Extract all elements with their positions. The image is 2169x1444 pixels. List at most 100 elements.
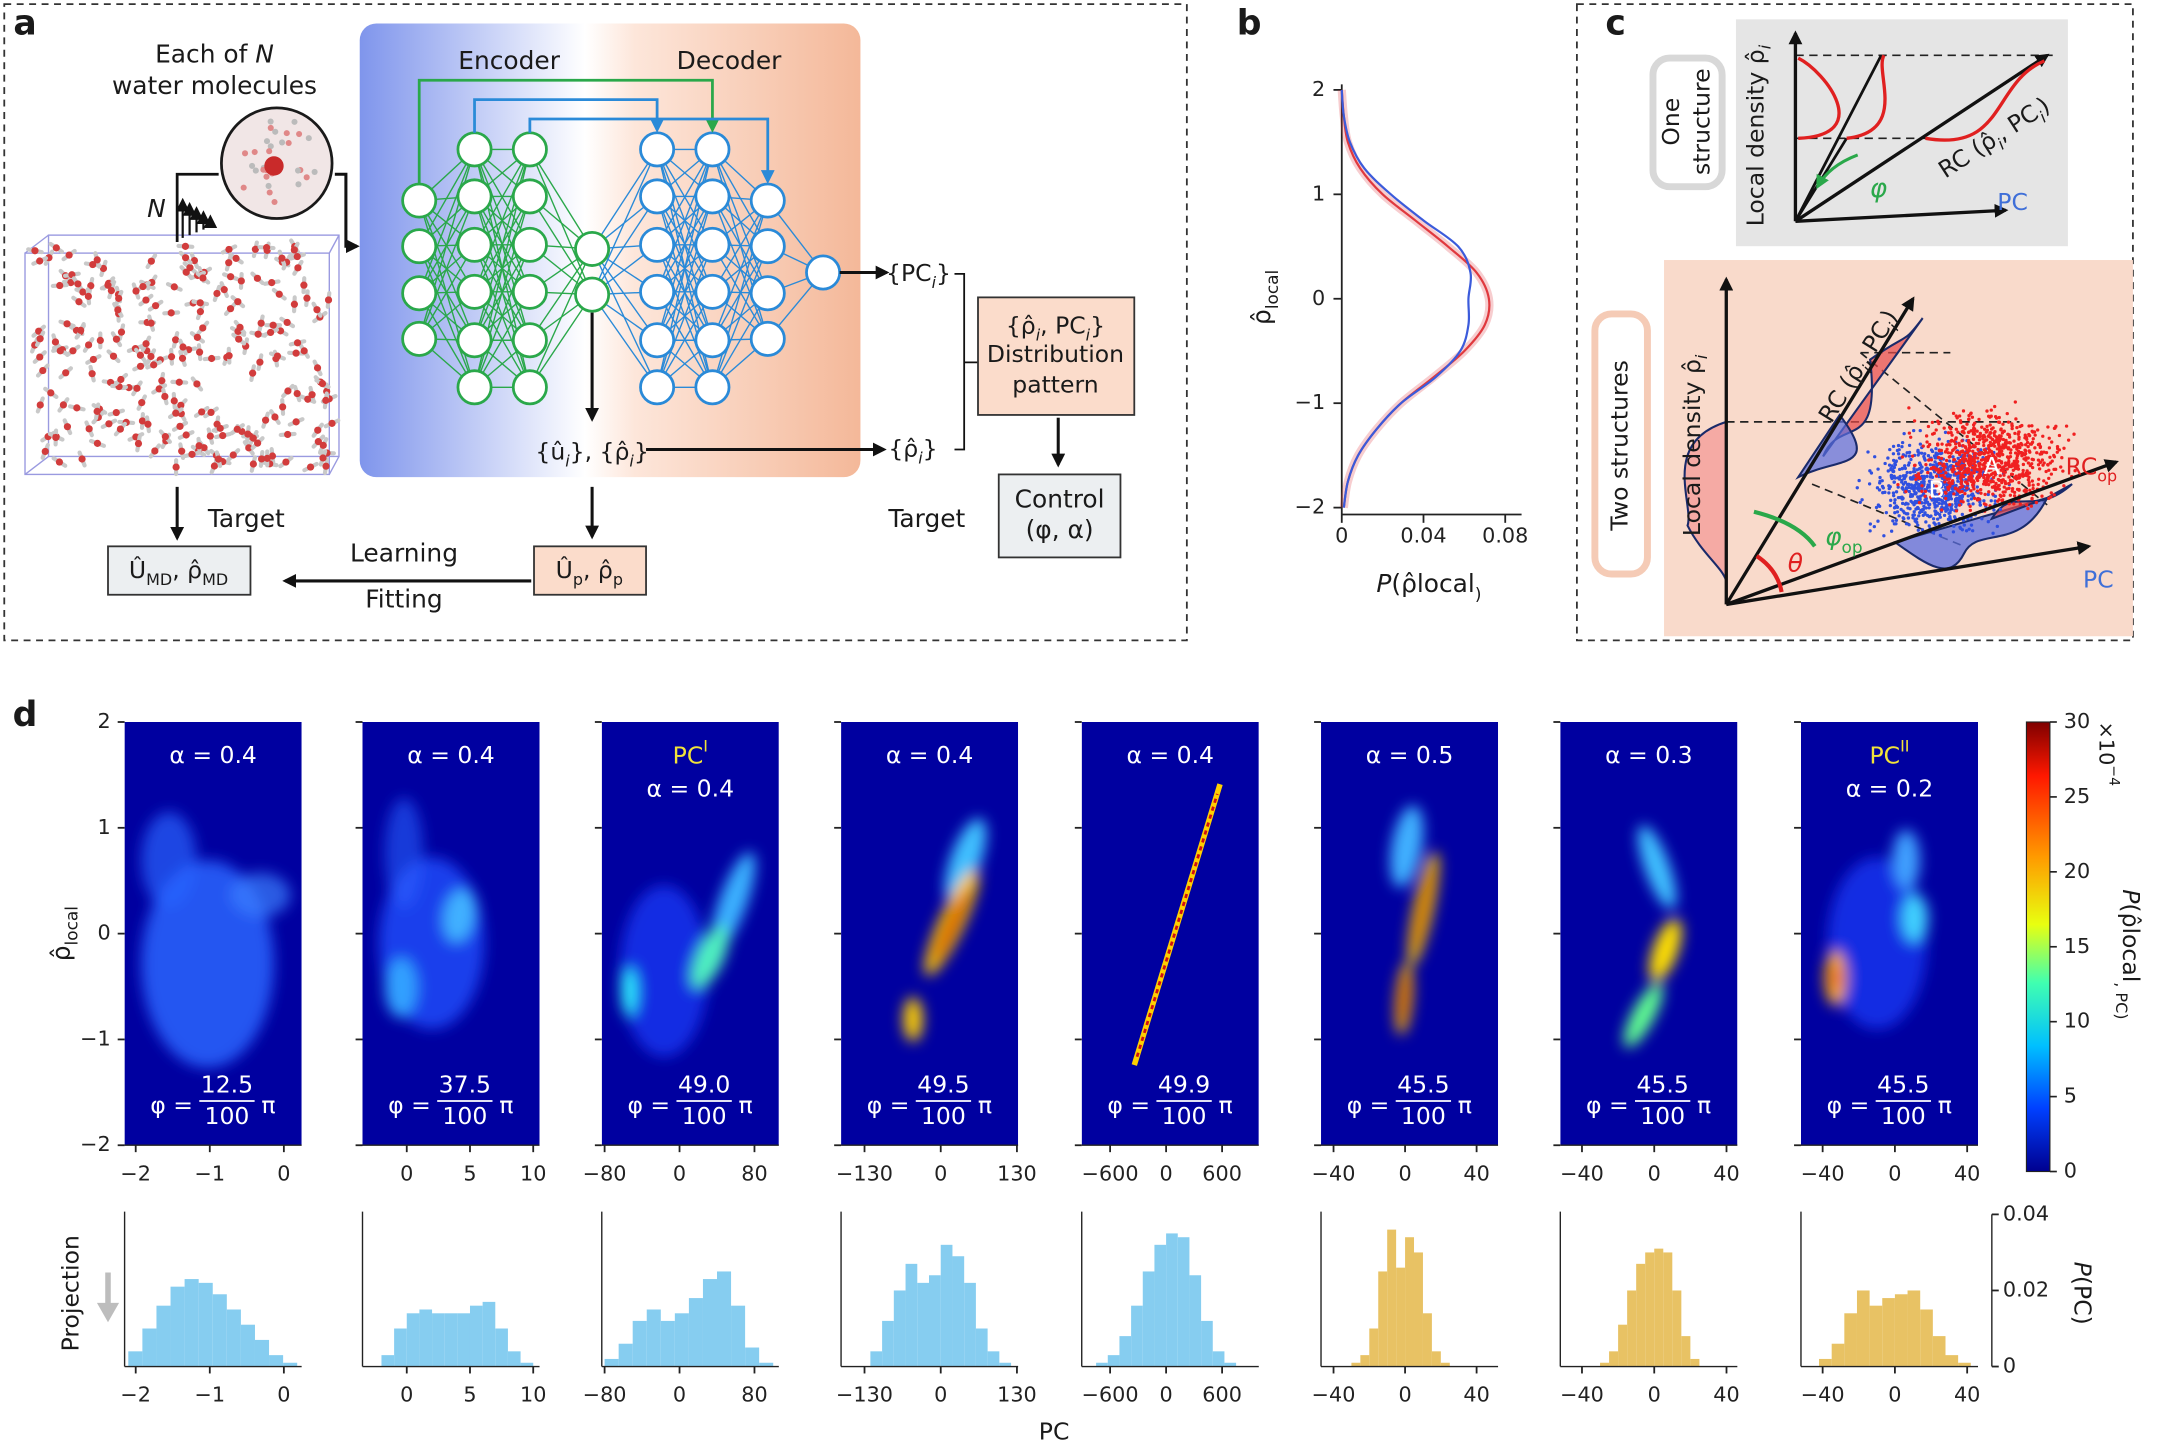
scatter-dot (2015, 454, 2020, 458)
molecule-oxygen (268, 279, 276, 287)
scatter-dot (1914, 491, 1918, 495)
histogram-bar (457, 1313, 470, 1367)
arrow (334, 172, 360, 254)
heatmap (1560, 722, 1738, 1146)
colorbar-tick-label: 0 (2064, 1159, 2077, 1183)
molecule-dot (263, 138, 271, 145)
label: Projection (57, 1235, 85, 1351)
scatter-dot (2055, 450, 2059, 454)
scatter-dot (2001, 466, 2005, 470)
scatter-dot (2044, 450, 2049, 455)
scatter-dot (1941, 473, 1945, 478)
scatter-dot (2014, 417, 2018, 421)
scatter-dot (1912, 510, 1916, 514)
scatter-dot (1938, 498, 1943, 502)
x-tick-label: 80 (741, 1383, 767, 1407)
histogram-bar (419, 1309, 433, 1367)
scatter-dot (2030, 462, 2034, 466)
molecule-oxygen (114, 306, 122, 314)
x-tick-label: 0 (934, 1383, 947, 1407)
scatter-dot (2013, 465, 2018, 469)
scatter-dot (1947, 511, 1951, 515)
heatmap (362, 722, 540, 1146)
histogram-bar (1351, 1362, 1361, 1367)
scatter-dot (2005, 467, 2009, 471)
scatter-dot (1883, 461, 1887, 466)
network-edge (591, 294, 658, 388)
scatter-dot (2012, 439, 2016, 443)
scatter-dot (1904, 489, 1908, 494)
label: 100 (682, 1102, 727, 1130)
histogram-bar (1819, 1358, 1832, 1367)
scatter-dot (1989, 499, 1993, 503)
molecule-oxygen (293, 252, 301, 261)
histogram-bar (999, 1362, 1012, 1367)
molecule-oxygen (179, 343, 187, 351)
scatter-dot (2029, 504, 2034, 508)
molecule-oxygen (322, 462, 330, 470)
scatter-dot (2013, 451, 2018, 455)
scatter-dot (1986, 483, 1991, 487)
label: Control (1015, 485, 1105, 514)
scatter-dot (1999, 478, 2004, 483)
scatter-dot (1998, 493, 2002, 497)
density-blob (1827, 857, 1927, 1030)
scatter-dot (1989, 449, 1993, 454)
label: PC (1039, 1417, 1070, 1444)
molecule-oxygen (278, 254, 286, 262)
scatter-dot (1966, 499, 1970, 503)
text-part: (PC) (2069, 1276, 2097, 1325)
network-node (805, 254, 842, 291)
scatter-dot (1918, 442, 1923, 446)
scatter-dot (1969, 523, 1974, 527)
label: α = 0.3 (1605, 741, 1692, 769)
scatter-dot (2016, 467, 2021, 471)
dashed-guide (1726, 351, 2048, 548)
scatter-dot (1916, 472, 1921, 476)
molecule-oxygen (109, 352, 118, 360)
label: 12.5 (201, 1070, 253, 1098)
scatter-dot (2003, 463, 2007, 468)
x-tick-label: 0 (1335, 524, 1348, 548)
histogram-bar (1224, 1362, 1237, 1367)
histogram-bar (604, 1358, 619, 1367)
scatter-dot (1929, 473, 1933, 478)
scatter-dot (1931, 517, 1936, 521)
box-edge (328, 456, 340, 475)
network-edge (418, 149, 476, 294)
text-part: (ρ̂ (2118, 903, 2146, 927)
histogram-bar (394, 1328, 407, 1367)
label: π (739, 1091, 753, 1119)
scatter-dot (1970, 465, 1975, 470)
scatter-dot (2009, 479, 2013, 483)
molecule-dot (272, 128, 279, 135)
x-tick-label: −40 (1312, 1383, 1356, 1407)
scatter-dot (2012, 502, 2016, 506)
histogram-bar (632, 1320, 647, 1367)
scatter-dot (1924, 434, 1929, 438)
scatter-dot (2017, 444, 2021, 448)
text-part: Û (556, 556, 573, 584)
scatter-dot (2015, 425, 2019, 430)
x-tick-label: 600 (1202, 1161, 1242, 1185)
text-part: i (1692, 354, 1711, 359)
scatter-dot (1942, 426, 1946, 430)
scatter-dot (1982, 475, 1986, 480)
text-part: i (1036, 325, 1041, 344)
scatter-dot (2024, 456, 2028, 460)
text-part: I (703, 737, 708, 756)
network-edge (711, 245, 769, 388)
x-tick-label: 0 (1160, 1383, 1173, 1407)
molecule-oxygen (199, 274, 207, 282)
scatter-dot (1965, 448, 1969, 452)
scatter-dot (1970, 415, 1975, 419)
molecule-oxygen (78, 455, 86, 463)
histogram-bar (1681, 1336, 1691, 1367)
label: 100 (1881, 1102, 1926, 1130)
molecule-oxygen (147, 319, 155, 327)
scatter-dot (1920, 489, 1924, 493)
scatter-dot (1982, 427, 1987, 431)
scatter-dot (1957, 471, 1961, 475)
histogram-bar (1645, 1252, 1655, 1367)
scatter-dot (1965, 434, 1969, 439)
